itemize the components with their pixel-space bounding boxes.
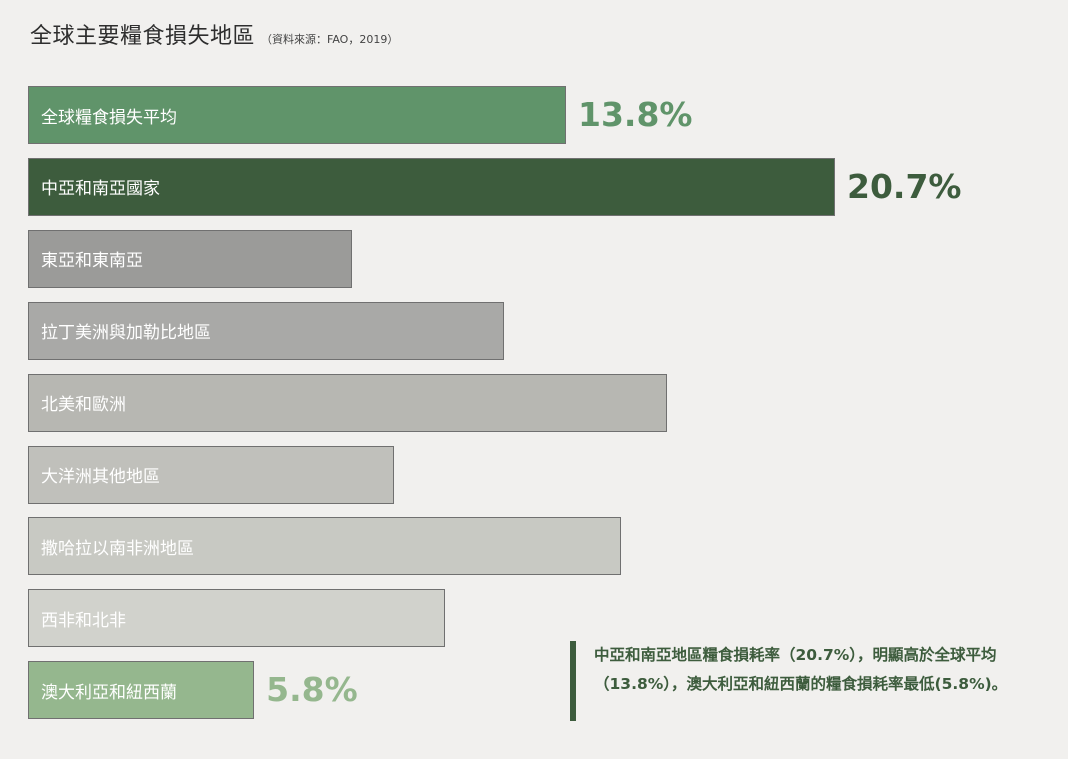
bar-label: 北美和歐洲 (41, 395, 126, 416)
bar-label: 拉丁美洲與加勒比地區 (41, 323, 211, 344)
bar: 撒哈拉以南非洲地區 (28, 517, 621, 576)
bar: 全球糧食損失平均 (28, 86, 566, 144)
bar-value-label: 13.8% (578, 95, 693, 134)
bar: 北美和歐洲 (28, 373, 668, 432)
bar-label: 全球糧食損失平均 (41, 107, 177, 128)
bar: 西非和北非 (28, 589, 446, 648)
chart-title: 全球主要糧食損失地區 (30, 24, 256, 49)
source-note: （資料來源：FAO，2019） (261, 33, 399, 46)
bar: 澳大利亞和紐西蘭 (28, 661, 255, 720)
chart-title-block: 全球主要糧食損失地區 （資料來源：FAO，2019） (30, 18, 398, 50)
bar-label: 中亞和南亞國家 (41, 179, 160, 200)
bar-label: 西非和北非 (41, 610, 126, 631)
annotation-note: 中亞和南亞地區糧食損耗率（20.7%），明顯高於全球平均（13.8%），澳大利亞… (570, 641, 1040, 721)
bar-value-label: 20.7% (847, 166, 962, 206)
bar-label: 大洋洲其他地區 (41, 467, 160, 487)
bar: 中亞和南亞國家 (28, 157, 835, 216)
bar-label: 東亞和東南亞 (41, 251, 143, 272)
bar: 拉丁美洲與加勒比地區 (28, 301, 504, 360)
bar-label: 澳大利亞和紐西蘭 (41, 682, 177, 703)
bar: 東亞和東南亞 (28, 229, 352, 288)
bar-label: 撒哈拉以南非洲地區 (41, 538, 194, 559)
bar: 大洋洲其他地區 (28, 445, 395, 504)
bar-value-label: 5.8% (266, 670, 358, 710)
